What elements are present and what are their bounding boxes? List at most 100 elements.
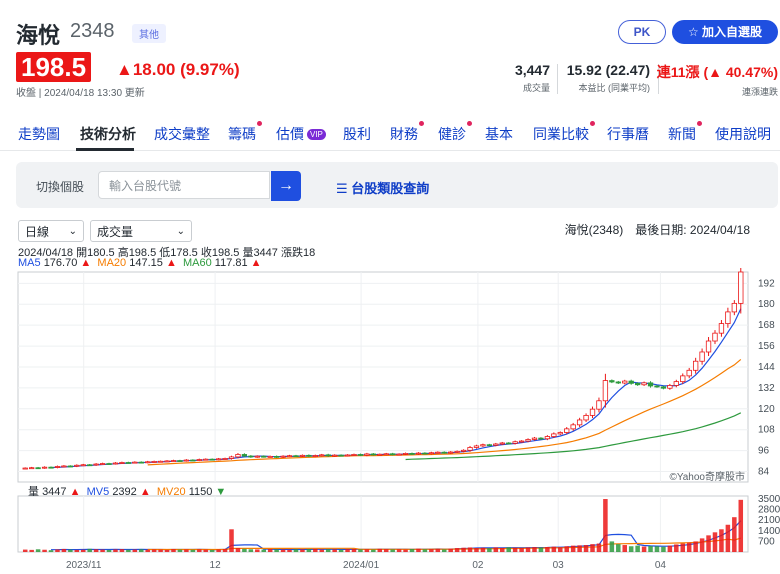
streak-stat-value: 連11漲 (▲ 40.47%) [656,64,778,80]
chevron-down-icon: ⌄ [176,226,185,237]
volume-bar [190,549,196,552]
tab-valuation[interactable]: 估價 VIP [276,124,326,144]
tab-help[interactable]: 使用說明 [715,124,771,144]
watermark: ©Yahoo奇摩股市 [669,470,745,483]
up-triangle-icon: ▲ [139,486,151,498]
candle-body [312,455,318,457]
candle-body [364,453,370,456]
tab-trades[interactable]: 成交彙整 [154,124,210,144]
volume-label: 量 [28,486,39,498]
candle-body [622,380,628,384]
volume-bar [222,548,228,552]
latest-date-info: 海悅(2348) 最後日期: 2024/04/18 [564,223,750,237]
candle-body [106,463,112,465]
industry-tag[interactable]: 其他 [132,24,166,43]
candle-body [80,464,86,467]
price-tick-label: 84 [758,467,770,478]
candle-body [731,302,737,313]
volume-bar [338,549,344,552]
candle-body [615,381,621,384]
tab-chips[interactable]: 籌碼 [228,121,262,144]
tab-health[interactable]: 健診 [438,121,472,144]
volume-bar [577,545,582,552]
candle-body [254,455,260,458]
volume-panel-frame [17,495,749,553]
tab-label: 技術分析 [80,126,136,142]
volume-bar [106,549,112,552]
tab-dividend[interactable]: 股利 [343,124,371,144]
candle-body [170,460,177,462]
tab-technical[interactable]: 技術分析 [80,124,136,144]
category-query-link[interactable]: ☰ 台股類股查詢 [336,178,429,197]
tab-basic[interactable]: 基本 [485,124,513,144]
indicator-select[interactable]: 成交量 ⌄ [90,220,192,242]
candle-body [692,360,699,371]
candle-body [473,445,480,448]
volume-bar [261,549,266,552]
volume-bar [712,532,718,552]
tab-news[interactable]: 新聞 [668,121,702,144]
volume-bar [500,547,505,552]
tab-calendar[interactable]: 行事曆 [607,124,649,144]
candle-body [29,467,35,470]
ma60-line [405,412,742,461]
volume-bar [364,549,370,552]
candle-body [512,441,518,444]
volume-bar [635,545,640,552]
candle-body [583,415,589,421]
volume-bar [377,548,383,552]
candle-body [306,454,312,457]
candle-body [125,462,132,464]
candle-body [93,463,99,466]
volume-bar [68,549,73,552]
volume-bar [87,548,92,552]
search-submit-button[interactable]: → [271,171,301,201]
candle-body [409,453,415,455]
price-tick-label: 132 [758,383,775,394]
volume-bar [403,549,408,552]
volume-bar [725,524,731,552]
candle-body [145,461,151,464]
category-query-label: 台股類股查詢 [351,181,430,196]
volume-stat-label: 成交量 [522,83,550,93]
add-watchlist-button[interactable]: ☆ 加入自選股 [672,20,778,44]
candle-body [641,382,647,386]
tab-trend[interactable]: 走勢圖 [18,124,60,144]
volume-bar [390,549,395,552]
mv5-line [51,520,742,551]
candle-body [602,380,609,402]
candle-body [22,467,28,470]
tab-peers[interactable]: 同業比較 [533,121,595,144]
volume-bar [641,546,647,552]
volume-stat: 3,447 成交量 [515,62,550,94]
volume-bar [706,535,711,552]
candle-body [538,437,544,440]
price-tick-label: 180 [758,299,775,310]
up-triangle-icon: ▲ [116,60,133,79]
stock-search-input[interactable]: 輸入台股代號 [98,171,270,199]
volume-bar [551,546,557,552]
candle-body [460,449,467,452]
pk-button[interactable]: PK [618,20,666,44]
x-tick-label: 03 [553,560,565,571]
tab-label: 估價 [276,126,304,142]
volume-bar [29,549,34,552]
period-select[interactable]: 日線 ⌄ [18,220,84,242]
tab-label: 健診 [438,126,466,142]
pe-stat: 15.92 (22.47) 本益比 (同業平均) [567,62,650,94]
candle-body [183,459,190,462]
candle-body [422,452,428,455]
indicator-value: 成交量 [97,225,134,239]
volume-bar [558,547,563,552]
candle-body [261,455,267,458]
tab-label: 籌碼 [228,126,256,142]
candle-body [441,451,447,454]
new-dot [467,121,472,126]
x-tick-label: 12 [210,560,222,571]
x-tick-label: 2023/11 [66,560,102,571]
tab-label: 行事曆 [607,126,649,142]
ma-legend: MA5 176.70 ▲ MA20 147.15 ▲ MA60 117.81 ▲ [18,257,262,269]
tab-financial[interactable]: 財務 [390,121,424,144]
candle-body [718,323,725,334]
stock-chart[interactable]: 8496108120132144156168180192700140021002… [0,268,780,574]
